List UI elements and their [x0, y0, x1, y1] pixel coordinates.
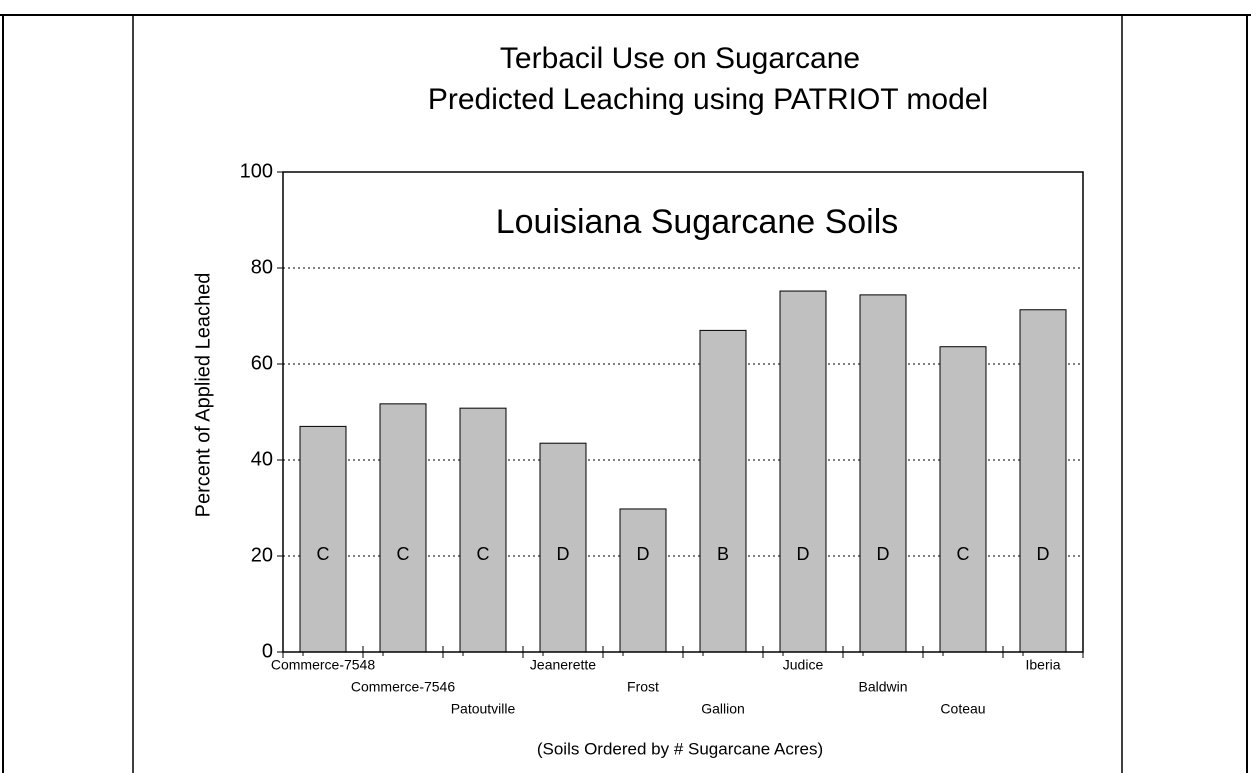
bar: [779, 290, 827, 653]
x-tick-label: Frost: [627, 679, 659, 695]
y-axis-label: Percent of Applied Leached: [192, 273, 214, 518]
bar: [939, 346, 987, 653]
bar-label: D: [557, 544, 570, 564]
bar: [619, 508, 667, 653]
x-tick-label: Gallion: [701, 701, 745, 717]
x-tick-label: Patoutville: [451, 701, 516, 717]
y-tick-label: 20: [251, 544, 273, 566]
bar: [859, 294, 907, 653]
y-tick-label: 100: [240, 160, 273, 182]
x-tick-label: Commerce-7548: [271, 657, 375, 673]
bar: [699, 329, 747, 653]
bar-label: C: [317, 544, 330, 564]
chart-title: Terbacil Use on Sugarcane: [500, 42, 860, 75]
bar-label: D: [637, 544, 650, 564]
bar: [379, 403, 427, 653]
chart-border: [132, 14, 1123, 773]
bar: [1019, 309, 1067, 653]
x-axis-label: (Soils Ordered by # Sugarcane Acres): [537, 739, 823, 758]
x-tick-label: Iberia: [1025, 657, 1060, 673]
x-tick-label: Jeanerette: [530, 657, 596, 673]
y-tick-label: 60: [251, 352, 273, 374]
chart-subtitle: Predicted Leaching using PATRIOT model: [428, 83, 988, 116]
bar-label: B: [717, 544, 729, 564]
bar: [299, 425, 347, 653]
y-tick-label: 0: [262, 640, 273, 662]
bar-label: C: [957, 544, 970, 564]
x-tick-label: Coteau: [940, 701, 985, 717]
annotation: Louisiana Sugarcane Soils: [496, 203, 899, 241]
x-tick-label: Judice: [783, 657, 824, 673]
y-tick-label: 80: [251, 256, 273, 278]
bar-label: D: [1037, 544, 1050, 564]
bar-label: D: [797, 544, 810, 564]
x-tick-label: Commerce-7546: [351, 679, 455, 695]
x-tick-label: Baldwin: [858, 679, 907, 695]
bar: [459, 407, 507, 653]
y-tick-label: 40: [251, 448, 273, 470]
bar-label: D: [877, 544, 890, 564]
bar-label: C: [477, 544, 490, 564]
bar-label: C: [397, 544, 410, 564]
bar: [539, 442, 587, 653]
